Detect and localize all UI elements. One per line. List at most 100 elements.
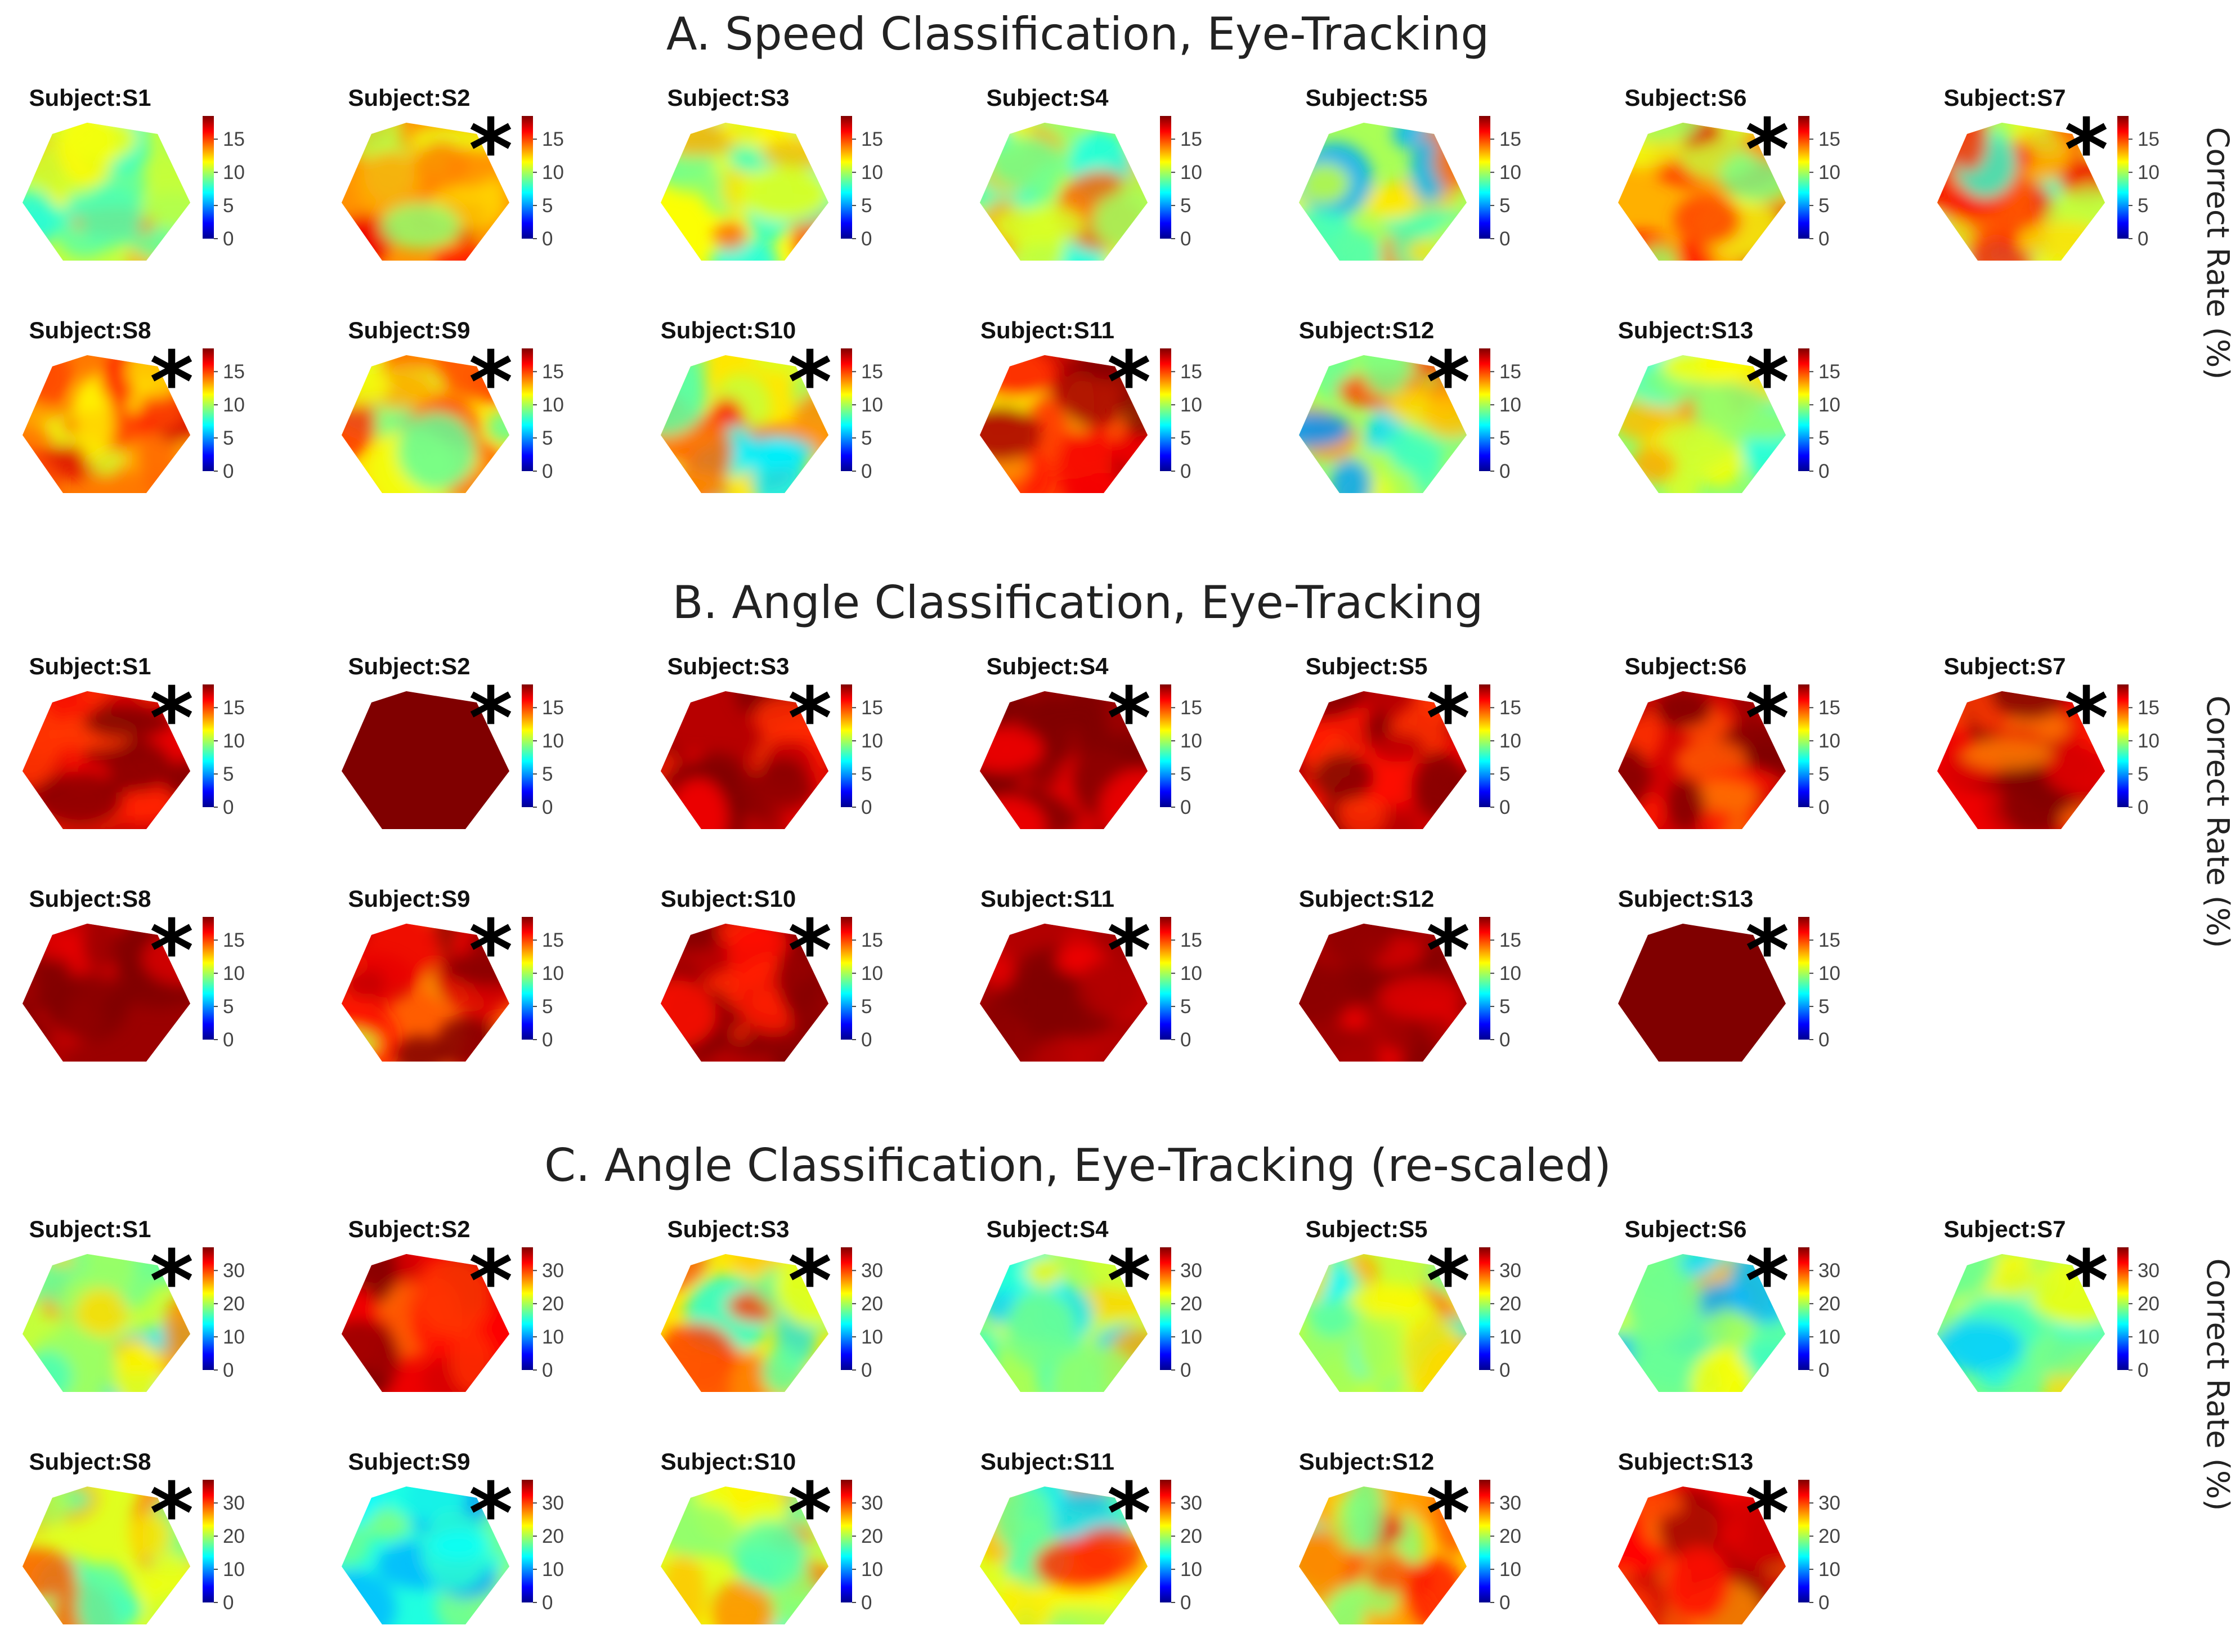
colorbar <box>1479 348 1490 471</box>
colorbar <box>1798 917 1809 1040</box>
colorbar-axis-label: Correct Rate (%) <box>2200 127 2235 380</box>
significance-star: * <box>1107 1465 1151 1563</box>
topomap-patch <box>1717 1487 1786 1564</box>
colorbar-tick-label: 20 <box>1818 1525 1840 1547</box>
subject-topomap: Subject:S4 0 5 10 15 <box>980 84 1202 261</box>
significance-star: * <box>2064 101 2108 199</box>
subject-label: Subject:S4 <box>986 84 1109 111</box>
topomap-patch <box>980 727 1043 772</box>
topomap-patch <box>83 924 117 972</box>
subject-label: Subject:S2 <box>348 84 470 111</box>
colorbar-tick-label: 20 <box>1180 1293 1202 1315</box>
colorbar <box>522 917 533 1040</box>
colorbar-tick-label: 15 <box>1818 361 1840 383</box>
subject-label: Subject:S7 <box>1943 84 2066 111</box>
colorbar-tick-label: 10 <box>542 730 564 752</box>
colorbar-tick-label: 20 <box>542 1293 564 1315</box>
topomap-patch <box>1323 924 1394 965</box>
topomap-patch <box>1299 1040 1329 1062</box>
topomap-patch <box>75 1288 128 1338</box>
topomap-patch <box>1092 191 1148 250</box>
colorbar-tick-label: 15 <box>542 128 564 150</box>
topomap-patch <box>732 1520 807 1590</box>
colorbar-tick-label: 30 <box>1818 1260 1840 1282</box>
colorbar-tick-label: 5 <box>1180 763 1191 785</box>
colorbar-tick-label: 5 <box>1499 427 1510 449</box>
colorbar <box>1479 1247 1490 1370</box>
topomap-patch <box>450 1329 493 1392</box>
subject-label: Subject:S11 <box>980 885 1114 912</box>
topomap-patch <box>662 924 722 951</box>
topomap-patch <box>1433 130 1467 191</box>
subject-topomap: Subject:S9* 0 5 10 15 <box>342 317 564 493</box>
topomap-surface <box>980 1487 1148 1624</box>
colorbar <box>2117 684 2129 807</box>
significance-star: * <box>1426 1233 1470 1331</box>
colorbar <box>841 917 852 1040</box>
topomap-patch <box>342 220 386 261</box>
topomap-patch <box>661 980 716 1048</box>
colorbar-tick-label: 0 <box>1818 1359 1829 1381</box>
topomap-patch <box>342 364 390 407</box>
subject-label: Subject:S6 <box>1624 1216 1746 1242</box>
topomap-patch <box>1299 691 1337 759</box>
colorbar-tick-label: 0 <box>2138 1359 2148 1381</box>
significance-star: * <box>1745 334 1789 432</box>
topomap-patch <box>1673 194 1741 247</box>
subject-topomap: Subject:S2* 0 5 10 15 <box>342 653 564 829</box>
colorbar-tick-label: 0 <box>1180 1359 1191 1381</box>
colorbar-tick-label: 5 <box>542 427 553 449</box>
colorbar-tick-label: 30 <box>861 1492 883 1514</box>
colorbar-tick-label: 20 <box>861 1525 883 1547</box>
colorbar <box>1479 684 1490 807</box>
topomap-patch <box>719 123 790 146</box>
colorbar-tick-label: 20 <box>223 1525 245 1547</box>
colorbar-tick-label: 10 <box>1499 1559 1521 1581</box>
colorbar-tick-label: 15 <box>1818 929 1840 951</box>
colorbar-tick-label: 10 <box>1818 730 1840 752</box>
subject-topomap: Subject:S6* 0 5 10 15 <box>1618 653 1840 829</box>
colorbar-tick-label: 0 <box>1818 228 1829 250</box>
subject-topomap: Subject:S3 0 5 10 15 <box>661 84 883 261</box>
topomap-patch <box>139 189 190 230</box>
topomap-patch <box>1406 235 1467 261</box>
subject-label: Subject:S5 <box>1305 1216 1427 1242</box>
subject-topomap: Subject:S3* 0 5 10 15 <box>661 653 883 829</box>
subject-label: Subject:S2 <box>348 653 470 679</box>
topomap-patch <box>1026 1257 1063 1288</box>
colorbar-tick-label: 20 <box>1818 1293 1840 1315</box>
colorbar-tick-label: 5 <box>542 996 553 1018</box>
topomap-surface <box>980 924 1148 1062</box>
colorbar-tick-label: 10 <box>1180 1559 1202 1581</box>
subject-label: Subject:S13 <box>1618 1448 1753 1475</box>
colorbar-tick-label: 15 <box>1499 697 1521 719</box>
colorbar-tick-label: 5 <box>1818 195 1829 217</box>
colorbar-tick-label: 0 <box>1180 796 1191 818</box>
topomap-surface <box>23 691 190 829</box>
topomap-patch <box>980 796 1046 829</box>
subject-topomap: Subject:S8* 0 5 10 15 <box>23 317 245 493</box>
significance-star: * <box>1745 670 1789 768</box>
significance-star: * <box>150 670 194 768</box>
topomap-patch <box>27 1329 117 1392</box>
colorbar-tick-label: 15 <box>1818 697 1840 719</box>
colorbar-tick-label: 15 <box>2138 128 2160 150</box>
significance-star: * <box>469 1233 513 1331</box>
subject-label: Subject:S10 <box>661 317 796 343</box>
colorbar-tick-label: 10 <box>1818 162 1840 183</box>
colorbar-tick-label: 5 <box>1499 763 1510 785</box>
colorbar-tick-label: 0 <box>1499 1029 1510 1051</box>
topomap-surface <box>342 691 509 829</box>
panel-title: A. Speed Classification, Eye-Tracking <box>666 8 1489 60</box>
topomap-patch <box>1356 1304 1406 1384</box>
topomap-patch <box>112 1342 163 1392</box>
topomap-surface <box>661 123 828 261</box>
topomap-patch <box>77 1563 133 1624</box>
topomap-patch <box>342 1028 379 1059</box>
topomap-patch <box>1950 123 1988 172</box>
significance-star: * <box>1107 334 1151 432</box>
colorbar <box>1479 1480 1490 1602</box>
colorbar-tick-label: 5 <box>1180 195 1191 217</box>
topomap-patch <box>1379 976 1462 1019</box>
colorbar-tick-label: 5 <box>542 763 553 785</box>
